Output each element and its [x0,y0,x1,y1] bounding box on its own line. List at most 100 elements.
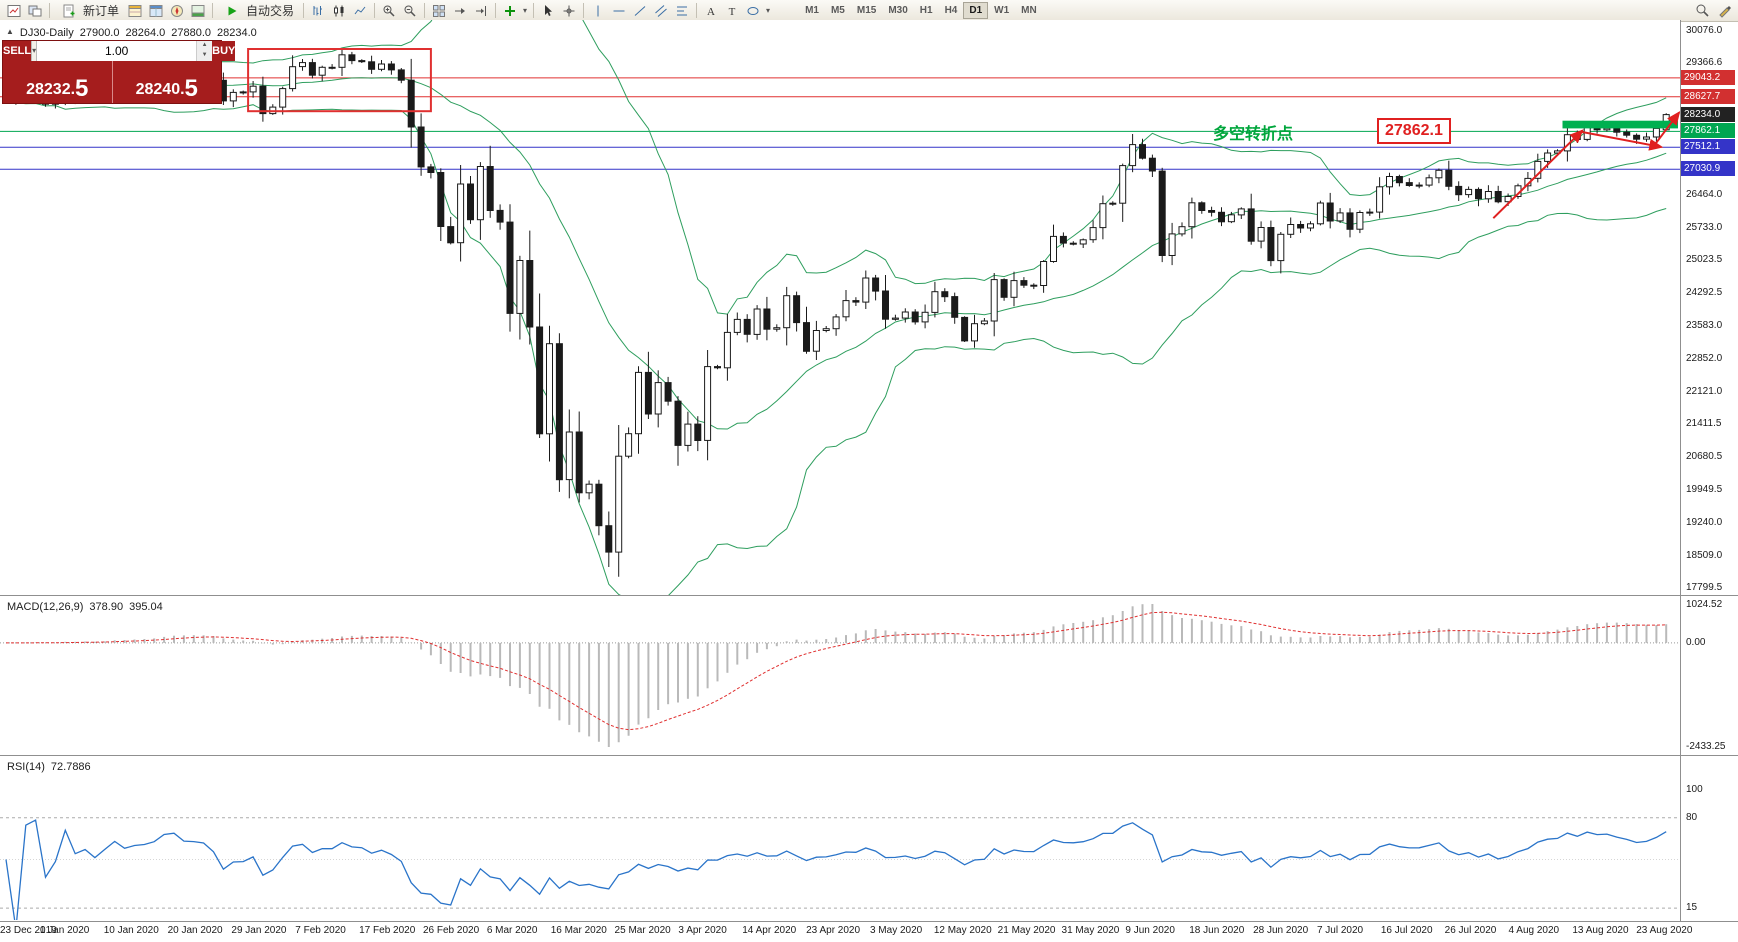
cursor-icon[interactable] [538,2,558,20]
new-chart-icon[interactable] [4,2,24,20]
candlestick-chart-icon[interactable] [329,2,349,20]
toolbar-separator [303,3,305,18]
date-label: 16 Mar 2020 [550,925,607,936]
price-tick: 24292.5 [1686,287,1723,299]
new-order-button[interactable]: 新订单 [54,1,124,21]
text-icon[interactable]: A [701,2,721,20]
timeframe-m1[interactable]: M1 [805,5,819,16]
zoom-out-icon[interactable] [400,2,420,20]
axis-separator [0,921,1738,922]
sell-price-button[interactable]: 28232. 5 [3,61,113,103]
buy-price-main: 28240. [135,81,185,98]
indicators-icon[interactable] [500,2,520,20]
chart-low: 27880.0 [171,27,212,39]
text-label-icon[interactable]: T [722,2,742,20]
timeframe-m5[interactable]: M5 [830,5,845,16]
timeframe-w1[interactable]: W1 [994,5,1010,16]
volume-up-icon[interactable]: ▲ [197,41,213,51]
crosshair-icon[interactable] [559,2,579,20]
date-label: 17 Feb 2020 [359,925,416,936]
data-window-icon[interactable] [146,2,166,20]
chart-shift-icon[interactable] [471,2,491,20]
channel-icon[interactable] [651,2,671,20]
date-label: 6 Mar 2020 [486,925,538,936]
timeframe-m30[interactable]: M30 [888,5,908,16]
price-tick: 21411.5 [1686,418,1722,430]
profiles-icon[interactable] [25,2,45,20]
macd-canvas[interactable] [0,597,1680,754]
price-tick: 19949.5 [1686,484,1723,496]
macd-label: MACD(12,26,9) [7,601,84,613]
tile-windows-icon[interactable] [429,2,449,20]
magnifier-icon[interactable] [1692,2,1712,20]
timeframe-d1[interactable]: D1 [963,2,989,19]
price-tick: 19240.0 [1686,516,1723,528]
date-label: 3 Apr 2020 [678,925,727,936]
horizontal-line-icon[interactable] [609,2,629,20]
price-axis-border [1680,20,1681,921]
terminal-icon[interactable] [188,2,208,20]
trendline-icon[interactable] [630,2,650,20]
rsi-scale-label: 80 [1686,811,1698,823]
panel-splitter-rsi[interactable] [0,755,1738,756]
line-chart-icon[interactable] [350,2,370,20]
price-tick: 22852.0 [1686,352,1723,364]
timeframe-h4[interactable]: H4 [944,5,958,16]
price-line-badge: 27512.1 [1681,139,1735,155]
navigator-icon[interactable] [167,2,187,20]
chart-open: 27900.0 [79,27,120,39]
toolbar-separator [374,3,376,18]
price-tick: 25023.5 [1686,254,1723,266]
timeframe-mn[interactable]: MN [1021,5,1037,16]
rsi-value: 72.7886 [50,761,91,773]
indicators-dropdown-icon[interactable]: ▾ [523,6,528,15]
sell-button[interactable]: SELL [3,41,32,61]
fibonacci-icon[interactable] [672,2,692,20]
volume-dropdown-icon[interactable]: ▾ [31,41,38,61]
macd-title: MACD(12,26,9) 378.90 395.04 [7,601,163,613]
price-chart-canvas[interactable] [0,20,1680,595]
date-label: 14 Apr 2020 [742,925,797,936]
toolbar-separator [583,3,585,18]
price-line-badge: 27862.1 [1681,123,1735,139]
buy-price-button[interactable]: 28240. 5 [113,61,222,103]
panel-splitter-macd[interactable] [0,595,1738,596]
auto-trading-play-icon [222,2,242,20]
buy-button[interactable]: BUY [212,41,236,61]
date-label: 23 Aug 2020 [1636,925,1693,936]
shapes-dropdown-icon[interactable]: ▾ [766,6,771,15]
auto-trading-button[interactable]: 自动交易 [217,1,299,21]
date-label: 4 Aug 2020 [1508,925,1560,936]
date-label: 12 May 2020 [933,925,992,936]
macd-scale-label: 0.00 [1686,636,1706,648]
volume-down-icon[interactable]: ▼ [197,51,213,61]
bar-chart-icon[interactable] [308,2,328,20]
shapes-icon[interactable] [743,2,763,20]
chart-close: 28234.0 [217,27,257,39]
date-label: 7 Feb 2020 [295,925,346,936]
volume-input[interactable] [37,41,197,61]
vertical-line-icon[interactable] [588,2,608,20]
new-order-label: 新订单 [83,4,120,18]
toolbar-separator [424,3,426,18]
macd-signal-value: 395.04 [129,601,163,613]
auto-trading-label: 自动交易 [246,4,295,18]
rsi-canvas[interactable] [0,757,1680,920]
price-tick: 25733.0 [1686,222,1723,234]
timeframe-toolbar: M1 M5 M15 M30 H1 H4 D1 W1 MN [799,2,1043,19]
zoom-in-icon[interactable] [379,2,399,20]
one-click-trading-panel: SELL ▾ ▲ ▼ BUY 28232. 5 28240. 5 [2,40,236,104]
timeframe-h1[interactable]: H1 [919,5,933,16]
date-label: 7 Jul 2020 [1316,925,1364,936]
auto-scroll-icon[interactable] [450,2,470,20]
market-watch-icon[interactable] [125,2,145,20]
price-line-badge: 28234.0 [1681,106,1735,122]
edit-pointer-icon[interactable] [1714,2,1734,20]
date-label: 21 May 2020 [997,925,1056,936]
date-label: 1 Jan 2020 [39,925,90,936]
date-label: 10 Jan 2020 [103,925,159,936]
price-tick: 20680.5 [1686,451,1723,463]
toolbar-right-group [1692,2,1734,20]
timeframe-m15[interactable]: M15 [856,5,877,16]
